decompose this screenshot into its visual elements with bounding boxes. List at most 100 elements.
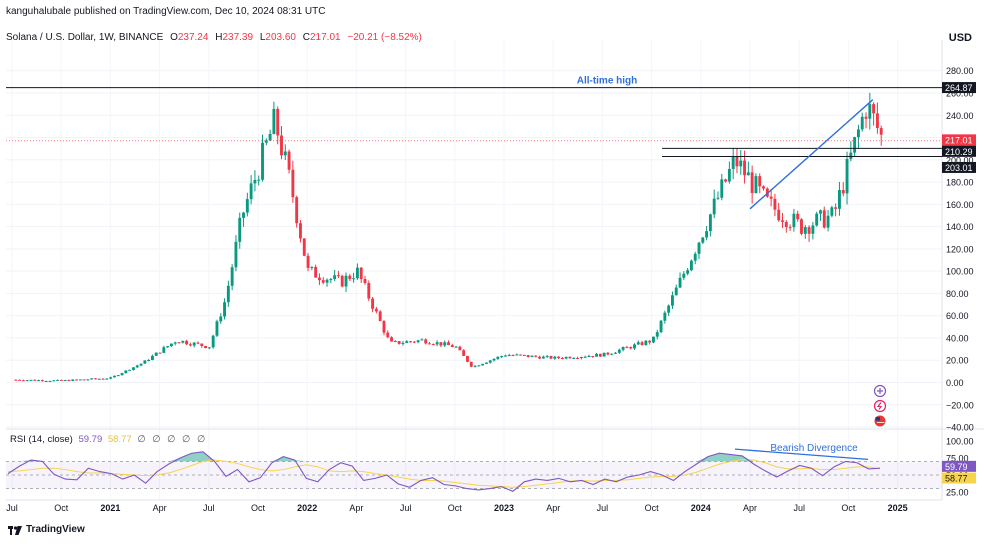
candle-body — [731, 156, 735, 169]
plus-circle-icon[interactable] — [873, 384, 887, 398]
candle-body — [245, 199, 249, 213]
gridlines — [6, 40, 984, 501]
rsi-empty-values: ∅ ∅ ∅ ∅ ∅ — [137, 434, 208, 445]
time-tick-label: Jul — [6, 503, 18, 513]
candle-body — [234, 241, 238, 268]
candle-body — [253, 179, 257, 184]
candle-body — [283, 151, 287, 156]
candle-body — [21, 380, 25, 382]
candle-body — [693, 253, 697, 261]
time-tick-label: 2021 — [100, 503, 120, 513]
price-tag-bg — [942, 161, 976, 173]
candle-body — [40, 380, 44, 382]
candle-body — [507, 355, 511, 357]
trendline[interactable] — [749, 99, 874, 210]
candle-body — [18, 379, 22, 381]
candle-body — [162, 347, 166, 353]
candle-body — [52, 380, 56, 382]
candle-body — [469, 361, 473, 367]
candle-body — [659, 320, 663, 333]
rsi-tick-label: 100.00 — [946, 437, 974, 447]
candle-body — [648, 340, 652, 343]
candle-body — [697, 242, 701, 254]
candle-body — [150, 355, 154, 360]
price-tag: 210.29 — [945, 147, 973, 157]
currency-label[interactable]: USD — [948, 32, 972, 44]
candle-body — [670, 295, 674, 306]
open-label: O — [170, 32, 178, 43]
candle-body — [815, 213, 819, 226]
price-tick-label: 40.00 — [946, 333, 969, 343]
price-tick-label: 240.00 — [946, 111, 974, 121]
time-tick-label: Apr — [153, 503, 167, 513]
candle-body — [769, 196, 773, 199]
candle-body — [689, 260, 693, 271]
candle-body — [682, 273, 686, 278]
price-tick-label: 180.00 — [946, 178, 974, 188]
candle-body — [97, 378, 101, 380]
candle-body — [875, 113, 879, 129]
tradingview-logo[interactable]: TradingView — [8, 524, 85, 535]
candle-body — [492, 358, 496, 361]
candle-body — [579, 357, 583, 359]
price-tick-label: −40.00 — [946, 423, 974, 433]
candle-body — [238, 217, 242, 242]
candle-body — [94, 378, 97, 380]
candle-body — [796, 213, 800, 220]
price-tick-label: 20.00 — [946, 356, 969, 366]
high-label: H — [215, 32, 223, 43]
candle-body — [557, 356, 561, 358]
candle-body — [587, 356, 591, 358]
candle-body — [132, 367, 135, 370]
candle-body — [746, 172, 750, 176]
candle-body — [466, 355, 469, 362]
time-tick-label: Apr — [349, 503, 363, 513]
candle-body — [295, 197, 299, 224]
candle-body — [849, 152, 853, 159]
candle-body — [686, 270, 690, 274]
time-tick-label: 2025 — [888, 503, 908, 513]
candle-body — [29, 379, 33, 381]
candle-body — [868, 104, 872, 119]
rsi-tag-bg — [942, 472, 976, 484]
candle-body — [705, 231, 709, 238]
lightning-circle-icon[interactable] — [873, 399, 887, 413]
candle-body — [75, 379, 78, 381]
rsi-tag-bg — [942, 460, 976, 472]
candle-body — [503, 355, 507, 357]
divergence-line[interactable] — [734, 448, 869, 461]
candle-body — [716, 197, 720, 199]
candle-body — [583, 356, 587, 358]
candle-body — [879, 128, 883, 135]
candle-body — [230, 267, 234, 286]
candle-body — [526, 355, 530, 357]
candle-body — [758, 176, 762, 187]
candle-body — [120, 373, 124, 376]
candle-body — [435, 342, 439, 345]
candle-body — [367, 282, 371, 299]
candle-body — [249, 183, 253, 200]
price-tick-label: 200.00 — [946, 155, 974, 165]
candle-body — [340, 275, 344, 287]
candle-body — [633, 344, 636, 349]
candle-body — [549, 356, 553, 359]
candle-body — [754, 176, 758, 194]
side-icons — [873, 384, 887, 427]
price-tick-label: −20.00 — [946, 400, 974, 410]
rsi-legend[interactable]: RSI (14, close) 59.79 58.77 ∅ ∅ ∅ ∅ ∅ — [10, 434, 207, 445]
candle-body — [568, 356, 572, 359]
candle-body — [739, 160, 743, 167]
published-by: kanguhalubale published on TradingView.c… — [6, 6, 326, 17]
candle-body — [431, 344, 435, 346]
candle-body — [25, 380, 29, 382]
candle-body — [352, 278, 356, 280]
candle-body — [545, 356, 549, 358]
price-tag: 217.01 — [945, 135, 973, 145]
candle-body — [667, 305, 671, 313]
candle-body — [652, 336, 655, 343]
candle-body — [481, 363, 485, 366]
candle-body — [553, 356, 557, 359]
candle-body — [640, 342, 644, 345]
candle-body — [185, 340, 189, 345]
